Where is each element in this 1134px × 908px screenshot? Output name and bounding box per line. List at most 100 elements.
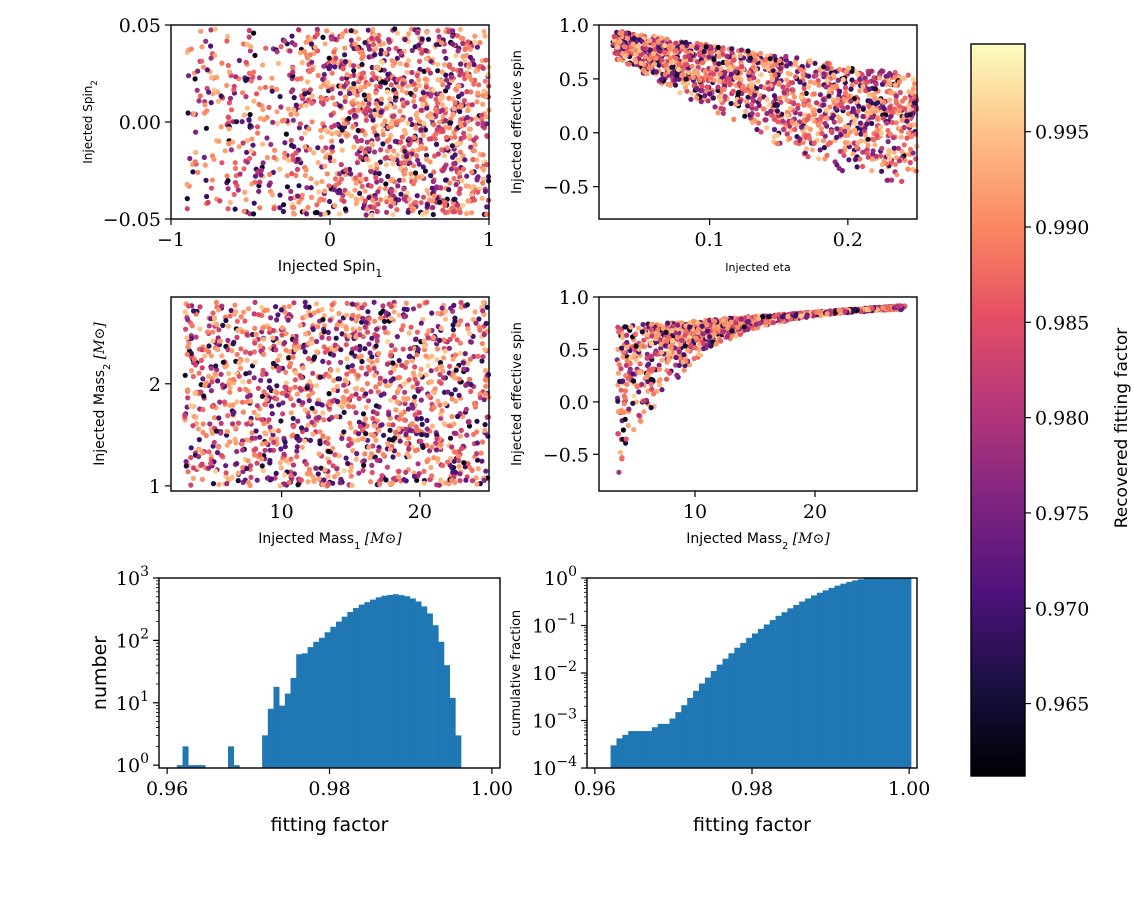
- scatter-point: [284, 393, 290, 399]
- scatter-point: [202, 162, 208, 168]
- scatter-point: [212, 371, 218, 377]
- scatter-point: [314, 338, 320, 345]
- scatter-point: [318, 134, 324, 140]
- scatter-point: [309, 59, 315, 65]
- scatter-point: [322, 211, 328, 217]
- scatter-point: [421, 468, 427, 474]
- scatter-point: [349, 100, 355, 106]
- scatter-point: [321, 477, 327, 483]
- scatter-point: [464, 173, 470, 179]
- scatter-point: [303, 331, 309, 337]
- scatter-point: [304, 211, 310, 217]
- scatter-point: [359, 56, 365, 62]
- scatter-point: [290, 415, 296, 422]
- scatter-point: [315, 72, 321, 79]
- scatter-point: [899, 178, 905, 184]
- scatter-point: [768, 108, 774, 114]
- scatter-point: [392, 104, 398, 110]
- scatter-point: [414, 352, 420, 358]
- scatter-point: [292, 42, 298, 48]
- scatter-point: [484, 133, 490, 139]
- scatter-point: [414, 193, 420, 199]
- scatter-point: [393, 120, 399, 126]
- scatter-point: [291, 300, 297, 306]
- scatter-point: [378, 177, 384, 184]
- scatter-point: [274, 109, 280, 115]
- scatter-point: [402, 148, 408, 154]
- scatter-point: [378, 100, 384, 106]
- scatter-point: [236, 144, 242, 150]
- scatter-point: [418, 127, 424, 133]
- scatter-point: [358, 145, 364, 151]
- scatter-point: [252, 299, 258, 305]
- scatter-point: [409, 69, 415, 76]
- scatter-point: [482, 347, 488, 353]
- scatter-point: [370, 117, 376, 123]
- scatter-point: [474, 481, 480, 487]
- scatter-point: [475, 466, 481, 472]
- scatter-point: [333, 182, 339, 188]
- scatter-point: [227, 199, 233, 206]
- scatter-point: [185, 469, 191, 475]
- scatter-point: [294, 454, 300, 460]
- scatter-point: [443, 72, 449, 78]
- scatter-point: [794, 122, 800, 128]
- scatter-point: [368, 389, 374, 395]
- scatter-point: [472, 39, 478, 45]
- scatter-point: [761, 61, 767, 68]
- scatter-point: [482, 427, 488, 434]
- scatter-point: [352, 187, 358, 193]
- scatter-point: [454, 202, 461, 208]
- scatter-point: [359, 305, 365, 311]
- scatter-point: [869, 120, 875, 127]
- scatter-point: [287, 386, 293, 392]
- scatter-point: [339, 147, 345, 153]
- scatter-point: [359, 128, 365, 134]
- scatter-point: [892, 82, 899, 88]
- scatter-point: [358, 154, 364, 160]
- scatter-point: [897, 107, 903, 114]
- scatter-point: [246, 378, 252, 385]
- scatter-point: [313, 465, 319, 471]
- x-tick-label: 0: [324, 229, 336, 251]
- scatter-point: [309, 100, 315, 106]
- scatter-point: [393, 407, 399, 413]
- scatter-point: [193, 129, 199, 135]
- scatter-point: [279, 332, 285, 338]
- scatter-point: [190, 169, 196, 175]
- scatter-point: [283, 131, 289, 137]
- scatter-point: [208, 460, 214, 466]
- scatter-point: [348, 425, 354, 431]
- scatter-point: [271, 206, 277, 212]
- scatter-point: [834, 162, 840, 168]
- scatter-point: [370, 42, 377, 48]
- scatter-point: [419, 50, 425, 56]
- scatter-point: [390, 437, 396, 443]
- scatter-point: [292, 377, 298, 383]
- scatter-point: [369, 354, 375, 360]
- scatter-point: [360, 411, 367, 417]
- scatter-point: [242, 318, 248, 324]
- scatter-point: [337, 189, 343, 196]
- scatter-point: [483, 320, 489, 327]
- scatter-point: [226, 69, 233, 75]
- scatter-point: [887, 114, 893, 120]
- scatter-point: [369, 212, 375, 218]
- scatter-point: [196, 98, 202, 104]
- scatter-point: [254, 124, 261, 130]
- scatter-point: [440, 82, 446, 88]
- scatter-point: [717, 78, 723, 84]
- scatter-point: [820, 97, 826, 103]
- scatter-point: [457, 478, 463, 484]
- scatter-point: [667, 55, 673, 61]
- scatter-point: [774, 102, 780, 108]
- scatter-point: [747, 90, 753, 96]
- scatter-point: [429, 444, 435, 450]
- scatter-point: [461, 58, 467, 64]
- scatter-point: [764, 96, 770, 102]
- scatter-point: [248, 148, 254, 154]
- scatter-point: [196, 370, 202, 376]
- scatter-point: [663, 62, 669, 68]
- scatter-point: [885, 139, 891, 145]
- scatter-point: [374, 165, 380, 172]
